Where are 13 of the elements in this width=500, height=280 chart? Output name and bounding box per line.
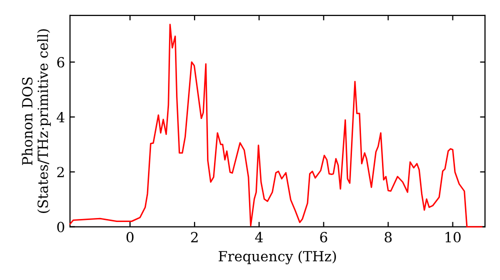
x-tick-label: 2 xyxy=(191,232,198,242)
x-tick-label: 10 xyxy=(446,232,461,242)
x-tick-label: 8 xyxy=(384,232,392,242)
y-tick-label: 6 xyxy=(57,57,64,68)
line-series xyxy=(69,24,482,228)
x-axis-title: Frequency (THz) xyxy=(218,250,336,264)
x-tick-label: 4 xyxy=(255,232,263,242)
y-axis-title: Phonon DOS (States/THz·primitive cell) xyxy=(22,29,51,213)
x-tick-label: 6 xyxy=(320,232,328,242)
y-tick-label: 4 xyxy=(56,112,64,122)
y-tick-label: 0 xyxy=(57,222,64,232)
x-tick-label: 0 xyxy=(126,232,134,242)
y-tick-label: 2 xyxy=(57,166,64,178)
